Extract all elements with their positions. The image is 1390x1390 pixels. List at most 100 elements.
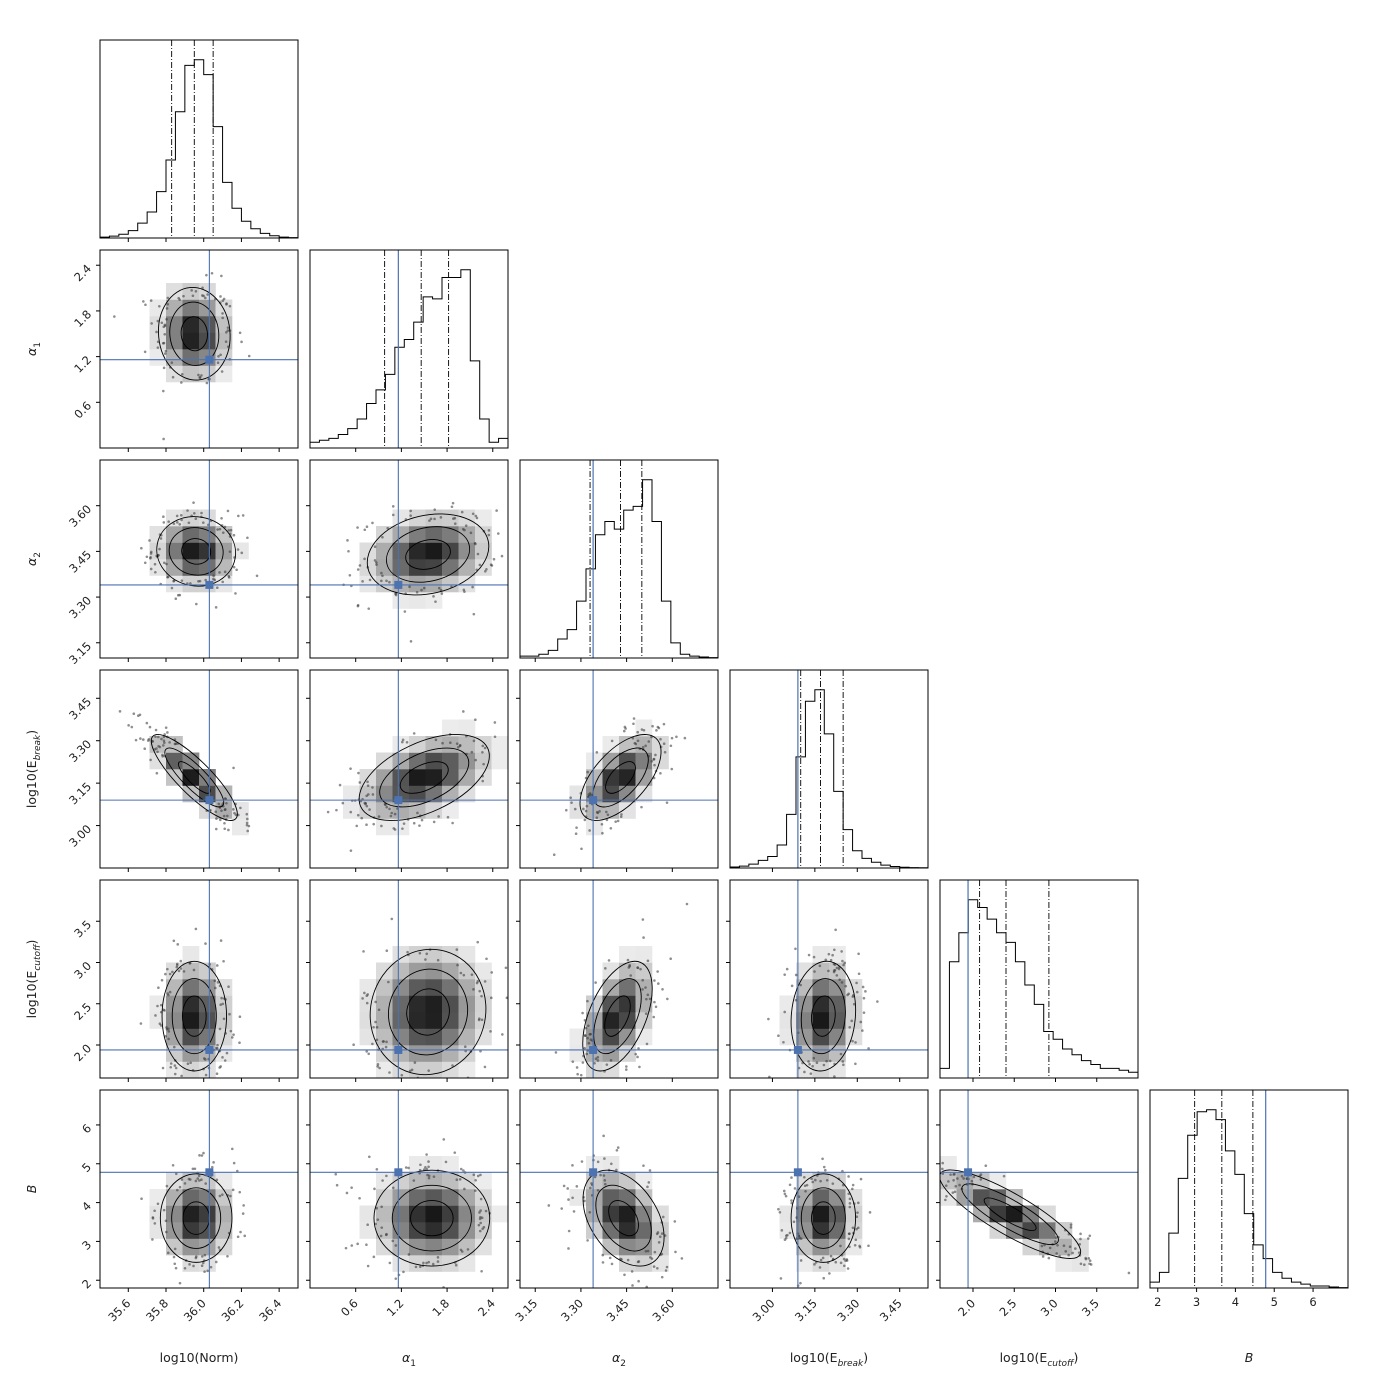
sample-point — [657, 982, 660, 985]
density-cell — [182, 299, 200, 317]
sample-point — [595, 751, 599, 754]
density-cell — [796, 962, 813, 980]
sample-point — [1040, 1244, 1044, 1248]
x-tick-label-norm: 35.8 — [143, 1296, 171, 1324]
sample-point — [217, 354, 220, 358]
sample-point — [350, 1244, 354, 1247]
density-cell — [458, 719, 476, 737]
sample-point — [365, 525, 369, 528]
sample-point — [843, 1264, 846, 1268]
sample-point — [156, 319, 160, 323]
sample-point — [564, 808, 568, 812]
sample-point — [648, 997, 652, 1001]
sample-point — [646, 1249, 650, 1253]
sample-point — [140, 1197, 143, 1201]
sample-point — [650, 1257, 654, 1260]
sample-point — [483, 1065, 487, 1069]
truth-marker — [394, 1045, 403, 1054]
sample-point — [352, 1043, 355, 1047]
density-cell — [166, 299, 183, 317]
density-cell — [376, 1061, 393, 1078]
sample-point — [666, 997, 669, 1001]
sample-point — [341, 801, 345, 805]
sample-point — [468, 1100, 471, 1103]
sample-point — [681, 1295, 684, 1298]
density-cell — [425, 802, 443, 819]
histogram-a1 — [309, 249, 509, 449]
sample-point — [222, 1017, 226, 1021]
sample-point — [218, 1194, 222, 1198]
sample-point — [429, 517, 433, 521]
density-cell — [1055, 1255, 1073, 1272]
sample-point — [783, 1192, 787, 1196]
sample-point — [609, 826, 613, 830]
sample-point — [799, 1281, 802, 1285]
sample-point — [183, 1266, 187, 1270]
density-cell — [829, 1012, 846, 1029]
panel-frame — [519, 1089, 719, 1289]
density-cell — [425, 752, 443, 770]
sample-point — [180, 381, 183, 384]
sample-point — [170, 361, 174, 364]
sample-point — [171, 375, 175, 379]
sample-point — [216, 528, 219, 531]
sample-point — [113, 315, 116, 318]
density-cell — [409, 1255, 426, 1272]
sample-point — [176, 1188, 179, 1192]
density-cell — [149, 1189, 167, 1206]
contour-level-1 — [171, 1187, 222, 1249]
sample-point — [388, 1071, 391, 1074]
sample-point — [420, 588, 423, 592]
sample-point — [1071, 1251, 1074, 1255]
density-cell — [475, 509, 492, 527]
sample-point — [472, 612, 476, 616]
contour-level-0 — [181, 995, 207, 1037]
sample-point — [436, 1260, 440, 1263]
x-tick-label-a1: 0.6 — [338, 1296, 361, 1319]
sample-point — [165, 1026, 168, 1029]
density-cell — [989, 1172, 1007, 1190]
sample-point — [606, 813, 610, 817]
sample-point — [151, 1217, 155, 1220]
sample-point — [642, 936, 645, 939]
sample-point — [385, 1174, 388, 1178]
sample-point — [595, 810, 599, 814]
density-cell — [149, 1012, 167, 1029]
sample-point — [949, 1173, 952, 1176]
sample-point — [574, 832, 578, 836]
sample-point — [945, 1194, 948, 1198]
sample-point — [366, 1223, 369, 1227]
sample-point — [552, 853, 556, 857]
sample-point — [479, 1221, 482, 1225]
density-cell — [619, 1028, 636, 1046]
x-tick-label-norm: 36.2 — [219, 1296, 247, 1324]
x-tick-label-b: 3 — [1193, 1295, 1200, 1309]
sample-point — [151, 1238, 154, 1241]
sample-point — [390, 917, 394, 921]
sample-point — [646, 993, 650, 997]
sample-point — [644, 1012, 648, 1015]
sample-point — [235, 568, 238, 572]
sample-point — [1087, 1257, 1091, 1260]
density-cell — [1022, 1205, 1040, 1223]
density-cell — [458, 1238, 476, 1256]
density-cell — [635, 995, 653, 1013]
sample-point — [571, 1060, 575, 1063]
sample-point — [839, 1052, 843, 1056]
sample-point — [161, 755, 164, 758]
sample-point — [484, 1209, 488, 1213]
sample-point — [142, 738, 145, 741]
sample-point — [380, 571, 383, 575]
truth-marker — [793, 1045, 802, 1054]
density-cell — [829, 1205, 846, 1223]
sample-point — [220, 996, 223, 1000]
sample-point — [1062, 1244, 1066, 1248]
histogram-step-a1 — [309, 269, 509, 448]
sample-point — [407, 1166, 410, 1170]
density-cell — [619, 946, 636, 963]
sample-point — [178, 298, 181, 301]
sample-point — [839, 1261, 843, 1265]
sample-point — [144, 303, 147, 307]
sample-point — [850, 1187, 854, 1191]
sample-point — [165, 1230, 168, 1234]
